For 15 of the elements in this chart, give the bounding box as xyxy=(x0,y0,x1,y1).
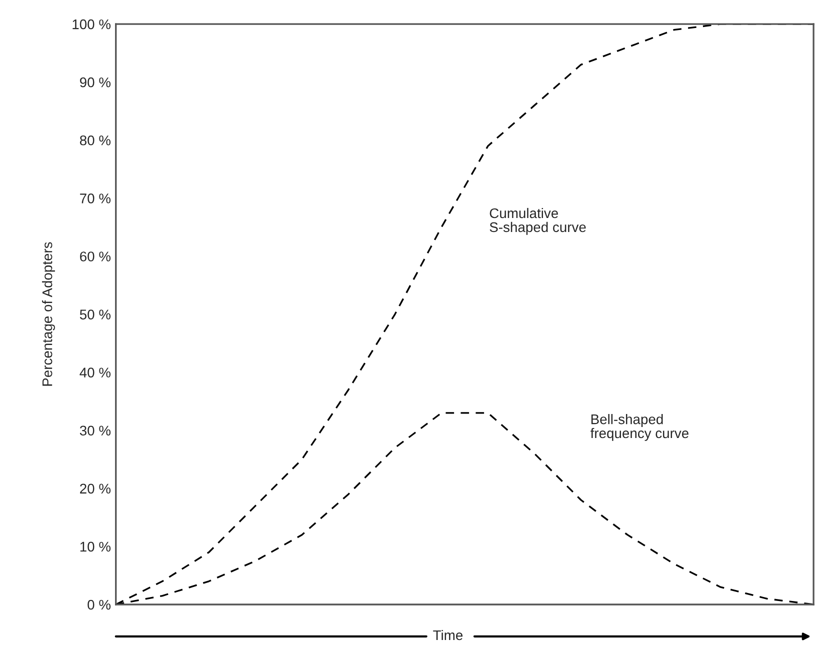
y-tick-label: 90 % xyxy=(80,77,111,88)
annotation: Cumulative S-shaped curve xyxy=(490,208,586,235)
y-tick-label: 100 % xyxy=(72,19,111,30)
y-tick-label: 80 % xyxy=(80,135,111,146)
y-tick-label: 40 % xyxy=(80,368,111,378)
y-tick-label: 70 % xyxy=(80,194,111,204)
y-tick-label: 30 % xyxy=(80,426,111,436)
annotation: Bell-shaped frequency curve xyxy=(590,414,688,441)
y-tick-label: 20 % xyxy=(80,484,111,494)
y-tick-label: 10 % xyxy=(80,542,111,552)
y-tick-label: 50 % xyxy=(80,310,111,320)
x-axis-title: Time xyxy=(433,630,463,640)
y-axis-title: Percentage of Adopters xyxy=(42,242,55,386)
y-tick-label: 0 % xyxy=(88,600,111,610)
y-tick-label: 60 % xyxy=(80,252,111,262)
